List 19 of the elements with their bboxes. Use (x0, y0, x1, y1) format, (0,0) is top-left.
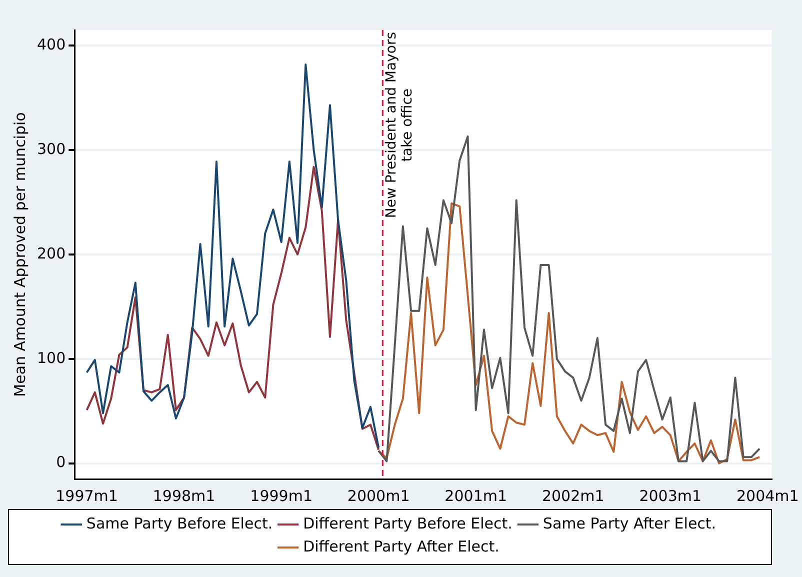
legend-label: Same Party After Elect. (542, 514, 716, 532)
y-axis-title: Mean Amount Approved per muncipio (10, 112, 29, 397)
legend-label: Different Party After Elect. (303, 537, 500, 556)
x-tick-label: 2002m1 (542, 486, 604, 505)
y-tick-label: 100 (36, 348, 66, 367)
y-tick-label: 0 (56, 453, 66, 472)
legend-label: Different Party Before Elect. (303, 514, 512, 532)
x-tick-label: 2004m1 (736, 486, 799, 505)
ref-line-label: New President and Mayors take office (383, 32, 416, 218)
x-tick-label: 1997m1 (56, 486, 118, 505)
x-tick-label: 2001m1 (444, 486, 508, 505)
legend-label: Same Party Before Elect. (86, 514, 273, 532)
y-tick-label: 200 (36, 244, 66, 262)
x-tick-label: 2003m1 (639, 486, 702, 505)
x-tick-label: 2000m1 (347, 486, 410, 505)
y-tick-label: 300 (36, 140, 66, 158)
y-tick-label: 400 (36, 36, 66, 54)
x-tick-label: 1998m1 (152, 486, 216, 505)
x-tick-label: 1999m1 (250, 486, 312, 505)
